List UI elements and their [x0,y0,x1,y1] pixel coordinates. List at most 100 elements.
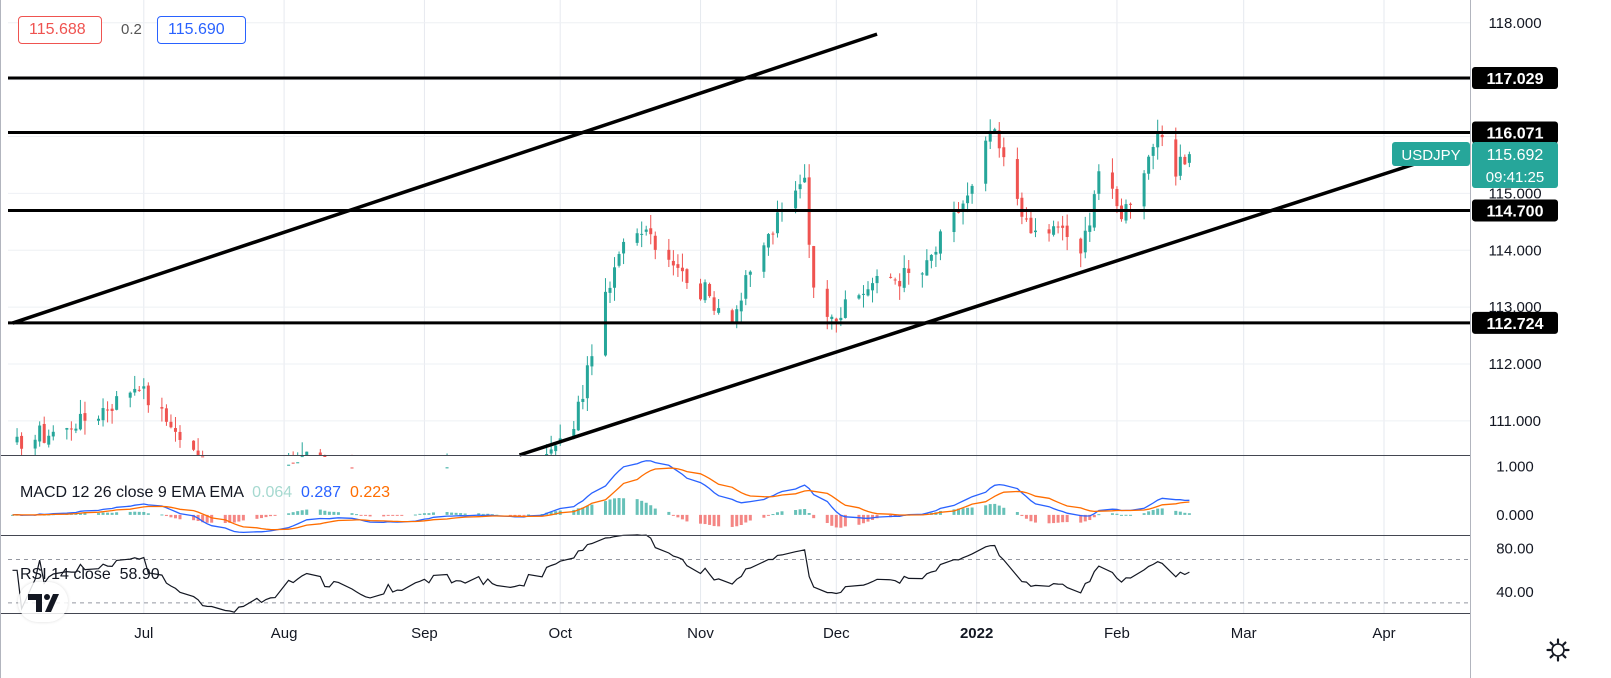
level-price-text: 117.029 [1487,71,1544,88]
macd-histogram-bar [1119,514,1123,516]
candle-body [78,413,82,430]
macd-histogram-bar [287,513,291,515]
macd-histogram-bar [513,514,517,516]
candle-body [65,428,69,430]
candle-body [635,233,639,243]
rsi-tick-label: 40.00 [1496,584,1534,601]
candle-body [1160,134,1164,138]
macd-histogram-bar [431,512,435,515]
candle-body [739,300,743,312]
last-price-tag [1472,142,1558,189]
trend-channel[interactable] [11,32,1430,457]
candle-body [137,389,141,391]
candle-body [1110,172,1114,189]
candle-body [106,409,110,411]
candle-body [671,260,675,266]
macd-histogram-bar [680,514,684,520]
candle-body [929,254,933,261]
macd-histogram-bar [703,514,707,525]
candle-body [685,269,689,283]
x-tick-label: Aug [271,625,298,642]
candle-body [15,436,19,443]
horizontal-levels[interactable] [8,76,1470,325]
macd-histogram-bar [803,509,807,515]
candle-body [898,280,902,287]
candle-body [825,288,829,317]
candle-body [146,385,150,406]
candle-body [445,467,449,469]
candle-body [893,279,897,281]
macd-histogram-bar [1147,511,1151,515]
macd-histogram-bar [825,514,829,524]
macd-histogram-bar [522,514,526,516]
macd-histogram-bar [834,514,838,528]
macd-histogram-bar [1088,514,1092,521]
candle-body [128,392,132,398]
candlestick-series [15,119,1191,469]
macd-histogram-bar [812,514,816,519]
macd-histogram-bar [481,513,485,515]
macd-histogram-bar [807,513,811,515]
candle-body [1002,147,1006,158]
candle-body [866,289,870,296]
macd-histogram-bar [146,513,150,515]
candle-body [110,408,114,411]
macd-histogram-bar [1178,511,1182,515]
candle-body [775,212,779,234]
macd-histogram-bar [798,509,802,515]
candle-body [1178,156,1182,176]
chart-grid [8,0,1470,613]
macd-histogram-bar [205,514,209,523]
level-price-text: 116.071 [1487,125,1544,142]
macd-histogram-bar [1124,514,1128,516]
macd-histogram-bar [332,511,336,515]
macd-histogram-bar [477,513,481,515]
settings-gear-icon[interactable] [1545,637,1571,663]
candle-body [549,449,553,454]
candle-body [857,295,861,299]
rsi-legend[interactable]: RSI 14 close 58.90 [20,566,160,584]
macd-histogram-bar [359,514,363,516]
macd-histogram-bar [603,501,607,515]
macd-histogram-bar [712,514,716,527]
macd-legend[interactable]: MACD 12 26 close 9 EMA EMA 0.064 0.287 0… [20,484,390,502]
macd-histogram-bar [988,504,992,515]
macd-histogram-bar [291,512,295,515]
macd-histogram-bar [775,512,779,515]
macd-histogram-bar [708,514,712,525]
macd-tick-label: 1.000 [1496,458,1534,475]
macd-histogram-bar [169,514,173,518]
macd-histogram-bar [961,508,965,515]
tradingview-logo[interactable] [18,582,68,622]
candle-body [1020,197,1024,217]
macd-histogram-bar [617,498,621,515]
macd-histogram-bar [839,514,843,528]
rsi-title: RSI 14 close [20,566,111,583]
y-tick-label: 112.000 [1488,356,1541,373]
macd-histogram-bar [350,513,354,515]
candle-body [920,273,924,275]
macd-histogram-bar [667,511,671,515]
candle-body [834,318,838,322]
candle-body [1147,156,1151,174]
candle-body [1061,225,1065,228]
candle-body [173,428,177,432]
macd-histogram-bar [861,514,865,524]
macd-histogram-bar [730,514,734,527]
macd-histogram-bar [223,514,227,524]
macd-histogram-bar [1142,513,1146,515]
macd-histogram-bar [142,511,146,515]
candle-body [51,431,55,437]
ask-price-box[interactable]: 115.690 [157,16,246,44]
macd-line-value: 0.287 [301,484,342,501]
bid-price-box[interactable]: 115.688 [18,16,102,44]
x-tick-label: Dec [823,625,850,642]
candle-body [907,268,911,273]
last-price-text: 115.692 [1487,147,1544,164]
macd-histogram-bar [269,514,273,517]
level-price-tag [1472,66,1558,89]
candle-body [1183,156,1187,165]
macd-histogram-bar [101,512,105,515]
macd-tick-label: 0.000 [1496,507,1534,524]
